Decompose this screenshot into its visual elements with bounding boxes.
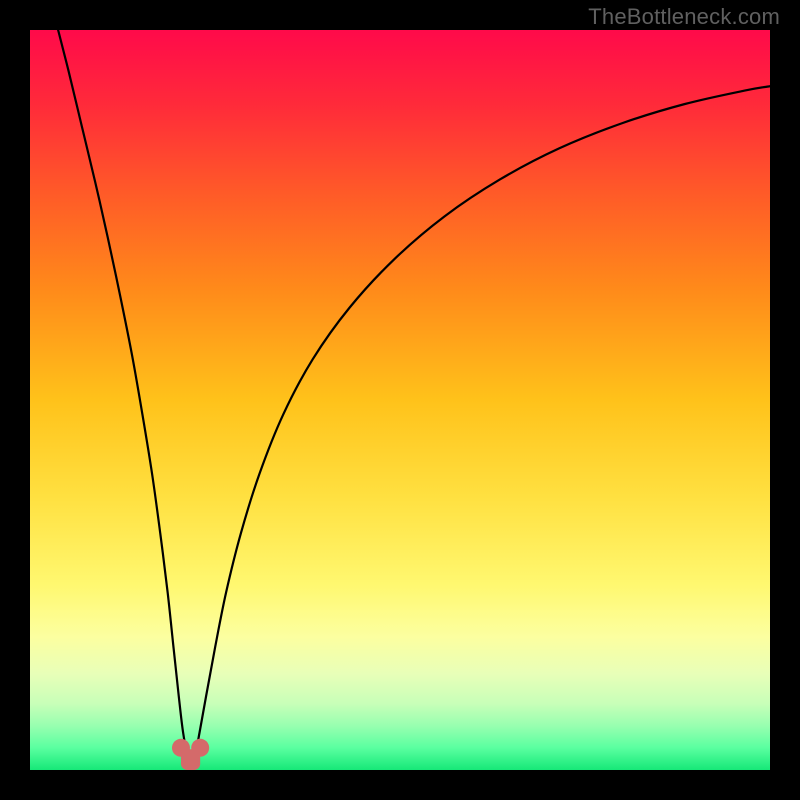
- plot-area: [30, 30, 770, 770]
- watermark-text: TheBottleneck.com: [588, 4, 780, 30]
- frame-border-left: [0, 0, 30, 800]
- dip-marker-left: [172, 739, 190, 757]
- frame-border-right: [770, 0, 800, 800]
- chart-root: TheBottleneck.com: [0, 0, 800, 800]
- frame-border-bottom: [0, 770, 800, 800]
- bottleneck-curve: [58, 30, 770, 761]
- curve-layer: [30, 30, 770, 770]
- dip-marker-right: [191, 739, 209, 757]
